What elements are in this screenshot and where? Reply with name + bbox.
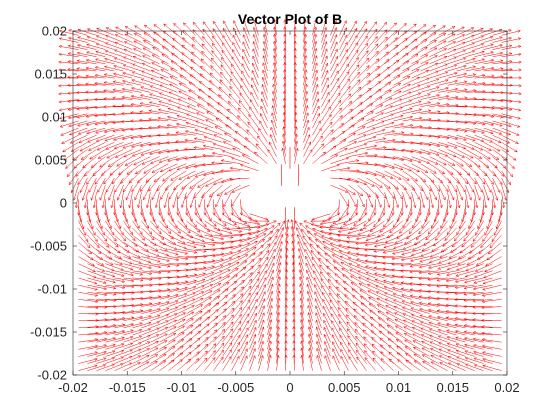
- y-axis: -0.02 -0.015 -0.01 -0.005 0 0.005 0.01 0.015 0.0…: [30, 24, 507, 383]
- x-tick-label: 0.01: [386, 380, 411, 395]
- y-tick-label: 0.01: [42, 110, 67, 125]
- chart-title: Vector Plot of B: [238, 11, 342, 27]
- y-tick-label: -0.015: [30, 325, 67, 340]
- x-axis: -0.02 -0.015 -0.01 -0.005 0 0.005 0.01 0.015 0.0…: [58, 31, 520, 395]
- x-tick-label: 0.02: [494, 380, 519, 395]
- x-tick-label: -0.005: [217, 380, 254, 395]
- vector-field: [58, 19, 522, 371]
- x-tick-label: 0.015: [436, 380, 469, 395]
- x-tick-label: -0.015: [109, 380, 146, 395]
- y-tick-label: 0: [60, 196, 67, 211]
- x-tick-label: -0.01: [167, 380, 197, 395]
- y-tick-label: 0.015: [34, 67, 67, 82]
- y-tick-label: 0.02: [42, 24, 67, 39]
- y-tick-label: -0.02: [37, 368, 67, 383]
- y-tick-label: -0.005: [30, 239, 67, 254]
- vector-arrows: [58, 19, 522, 371]
- x-tick-label: 0.005: [328, 380, 361, 395]
- axes-background: [73, 31, 507, 375]
- y-tick-label: -0.01: [37, 282, 67, 297]
- y-tick-label: 0.005: [34, 153, 67, 168]
- x-tick-label: 0: [286, 380, 293, 395]
- x-tick-label: -0.02: [58, 380, 88, 395]
